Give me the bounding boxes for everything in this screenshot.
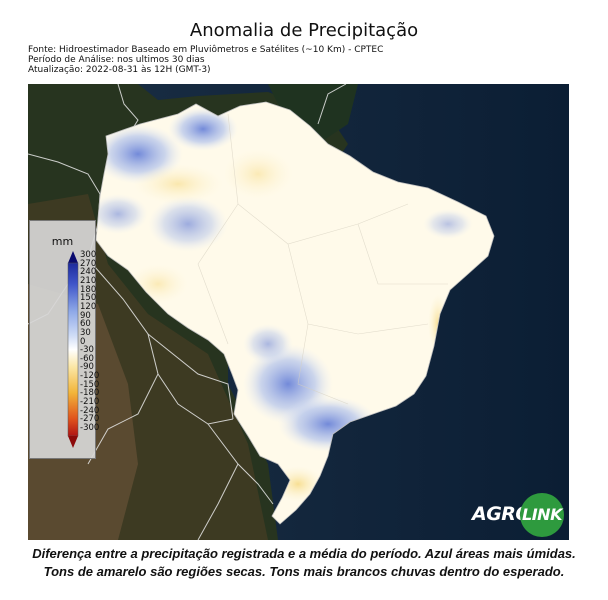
country-borders: [28, 84, 347, 540]
colorbar-tick-label: 180: [80, 284, 97, 295]
colorbar-tick-label: 0: [80, 336, 86, 347]
colorbar-tick-label: -270: [80, 414, 100, 425]
state-borders: [197, 113, 448, 405]
map-svg: [28, 84, 569, 540]
map-metadata: Fonte: Hidroestimador Baseado em Pluviôm…: [28, 45, 383, 75]
colorbar-tick-label: 270: [80, 258, 97, 269]
figure-caption: Diferença entre a precipitação registrad…: [32, 546, 576, 579]
colorbar-tick-label: 90: [80, 310, 91, 321]
colorbar-tick-label: 120: [80, 301, 97, 312]
colorbar-svg: [67, 251, 79, 448]
colorbar-tick-label: -120: [80, 371, 100, 382]
colorbar-legend: mm 300 270 240 210 180 150 120 90 60 30 0 -30 -60 -90…: [29, 220, 100, 459]
source-line: Fonte: Hidroestimador Baseado em Pluviôm…: [28, 45, 384, 55]
colorbar-tick-label: -150: [80, 379, 100, 390]
logo-circle: [520, 493, 564, 537]
agrolink-logo: AGRO LINK: [468, 493, 564, 537]
colorbar-tick-label: -180: [80, 388, 100, 399]
colorbar-ramp: [67, 262, 79, 437]
brazil-border: [95, 101, 495, 525]
logo-text-agro: AGRO: [472, 503, 532, 525]
map-title: Anomalia de Precipitação: [189, 20, 419, 41]
land-guianas: [268, 84, 358, 144]
colorbar-tick-label: -30: [80, 345, 94, 356]
logo-text-link: LINK: [522, 505, 562, 524]
colorbar-tick-label: -60: [80, 353, 94, 364]
colorbar-tick-label: -90: [80, 362, 94, 373]
colorbar-tick-label: 150: [80, 293, 97, 304]
colorbar-tick-label: 60: [80, 319, 91, 330]
colorbar-tick-label: -300: [80, 423, 100, 433]
colorbar-tick-label: 240: [80, 267, 97, 278]
colorbar-tick-label: 300: [80, 250, 97, 260]
colorbar-tick-label: 30: [80, 327, 91, 338]
legend-unit: mm: [51, 235, 74, 248]
colorbar-tick-label: -240: [80, 405, 100, 416]
colorbar-bottom-arrow: [68, 436, 78, 448]
period-line: Período de Análise: nos ultimos 30 dias: [28, 55, 205, 65]
colorbar-tick-label: -210: [80, 397, 100, 408]
colorbar-tick-label: 210: [80, 275, 97, 286]
updated-line: Atualização: 2022-08-31 às 12H (GMT-3): [28, 65, 211, 75]
precipitation-anomaly-map: [28, 84, 569, 540]
colorbar-top-arrow: [68, 251, 78, 263]
